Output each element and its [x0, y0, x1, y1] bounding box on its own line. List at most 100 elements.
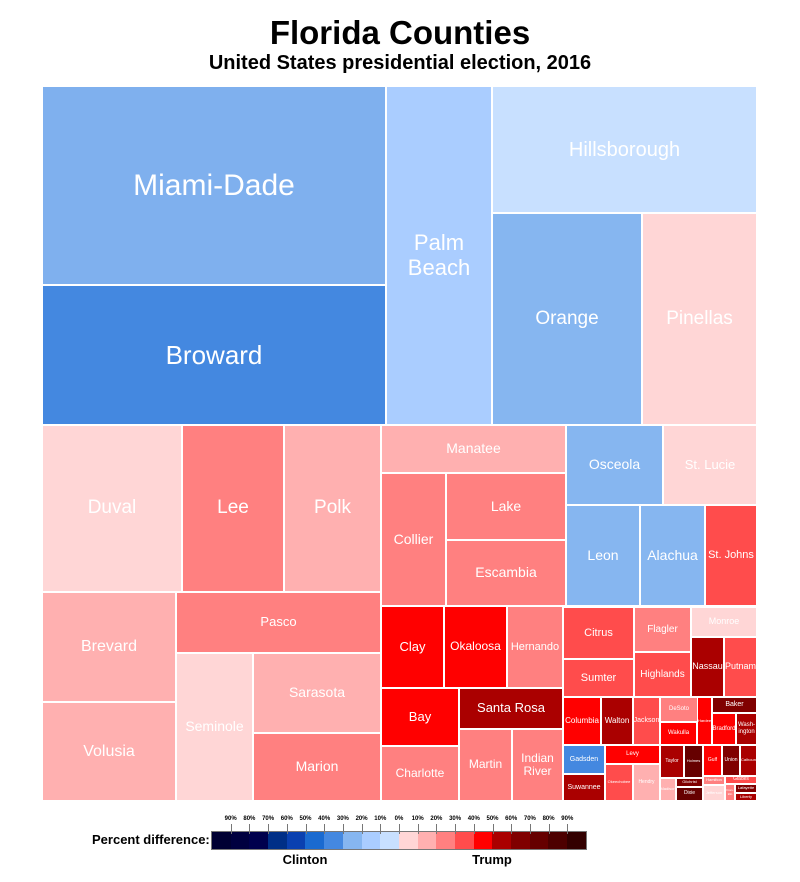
treemap-cell-st-lucie: St. Lucie [663, 425, 757, 505]
legend-swatch [249, 832, 269, 849]
treemap-cell-bay: Bay [381, 688, 459, 746]
treemap-cell-calhoun: Calhoun [740, 745, 757, 776]
treemap-cell-wash-ington: Wash- ington [736, 713, 757, 745]
treemap-cell-volusia: Volusia [42, 702, 176, 801]
legend-tick-label: 30% [449, 816, 462, 822]
legend-swatch [324, 832, 343, 849]
treemap-cell-osceola: Osceola [566, 425, 663, 505]
treemap-cell-miami-dade: Miami-Dade [42, 86, 386, 285]
treemap-cell-st-johns: St. Johns [705, 505, 757, 606]
treemap-cell-dixie: Dixie [676, 787, 703, 801]
treemap-cell-brevard: Brevard [42, 592, 176, 702]
legend-tick-mark [548, 824, 550, 834]
treemap-cell-sumter: Sumter [563, 659, 634, 697]
treemap-cell-gadsden: Gadsden [563, 745, 605, 774]
treemap-cell-indian-river: Indian River [512, 729, 563, 801]
treemap-cell-escambia: Escambia [446, 540, 566, 606]
legend-tick-mark [455, 824, 457, 834]
legend-tick-mark [511, 824, 513, 834]
treemap-cell-okeechobee: Okeechobee [605, 764, 633, 801]
legend-tick-mark [492, 824, 494, 834]
legend-tick-label: 10% [411, 816, 424, 822]
legend-trump-label: Trump [472, 852, 512, 867]
treemap-cell-orange: Orange [492, 213, 642, 425]
legend-swatch [398, 832, 418, 849]
legend-tick-label: 20% [430, 816, 443, 822]
legend-tick-mark [230, 824, 232, 834]
legend-tick-mark [361, 824, 363, 834]
chart-title: Florida Counties [269, 14, 531, 51]
treemap-cell-levy: Levy [605, 745, 660, 764]
treemap-cell-hardee: Hardee [697, 697, 712, 745]
legend-tick-label: 80% [243, 816, 256, 822]
treemap-cell-flagler: Flagler [634, 607, 691, 652]
legend-tick-mark [529, 824, 531, 834]
treemap-cell-hamilton: Hamilton [703, 776, 725, 785]
treemap-cell-polk: Polk [284, 425, 381, 592]
legend-tick-label: 90% [224, 816, 237, 822]
legend-tick-label: 70% [262, 816, 275, 822]
legend-tick-label: 60% [280, 816, 293, 822]
legend-tick-mark [342, 824, 344, 834]
legend-tick-mark [417, 824, 419, 834]
legend-tick-label: 0% [394, 816, 404, 822]
treemap-cell-monroe: Monroe [691, 607, 757, 637]
legend-tick-mark [436, 824, 438, 834]
treemap-cell-bradford: Bradford [712, 713, 736, 745]
legend-tick-label: 50% [299, 816, 312, 822]
treemap-cell-seminole: Seminole [176, 653, 253, 801]
treemap-cell-lake: Lake [446, 473, 566, 540]
treemap-cell-liberty: Liberty [735, 793, 757, 801]
treemap-cell-hendry: Hendry [633, 764, 660, 801]
treemap-cell-holmes: Holmes [684, 745, 703, 778]
legend-swatch [454, 832, 474, 849]
treemap-cell-highlands: Highlands [634, 652, 691, 697]
legend-tick-mark [473, 824, 475, 834]
chart-subtitle: United States presidential election, 201… [208, 52, 592, 74]
treemap-cell-taylor: Taylor [660, 745, 684, 778]
legend-tick-label: 40% [467, 816, 480, 822]
treemap-cell-columbia: Columbia [563, 697, 601, 745]
treemap-cell-union: Union [722, 745, 740, 776]
treemap-cell-palm-beach: Palm Beach [386, 86, 492, 425]
legend-swatch [380, 832, 399, 849]
legend-swatch [417, 832, 437, 849]
legend-tick-label: 40% [318, 816, 331, 822]
legend-tick-label: 80% [542, 816, 555, 822]
treemap-cell-clay: Clay [381, 606, 444, 688]
legend-swatch [548, 832, 568, 849]
treemap-cell-santa-rosa: Santa Rosa [459, 688, 563, 729]
treemap-cell-baker: Baker [712, 697, 757, 713]
legend-tick-label: 10% [374, 816, 387, 822]
treemap-cell-alachua: Alachua [640, 505, 705, 606]
legend-tick-mark [399, 824, 400, 834]
treemap-cell-martin: Martin [459, 729, 512, 801]
legend-tick-label: 90% [561, 816, 574, 822]
treemap-cell-sarasota: Sarasota [253, 653, 381, 733]
legend-tick-label: 30% [336, 816, 349, 822]
legend-tick-label: 50% [486, 816, 499, 822]
legend-swatch [230, 832, 250, 849]
legend-label: Percent difference: [92, 832, 210, 847]
treemap-cell-putnam: Putnam [724, 637, 757, 697]
treemap-cell-wakulla: Wakulla [660, 722, 697, 745]
legend-swatch [492, 832, 511, 849]
legend-swatch [286, 832, 306, 849]
treemap-cell-fran-klin: Fran- klin [725, 784, 735, 801]
treemap-cell-hillsborough: Hillsborough [492, 86, 757, 213]
treemap-cell-desoto: DeSoto [660, 697, 698, 722]
legend-tick-mark [324, 824, 326, 834]
legend-swatch [473, 832, 493, 849]
treemap-cell-hernando: Hernando [507, 606, 563, 688]
legend-tick-label: 70% [523, 816, 536, 822]
treemap-cell-broward: Broward [42, 285, 386, 425]
legend-color-scale [211, 831, 587, 850]
treemap-cell-charlotte: Charlotte [381, 746, 459, 801]
treemap-cell-jefferson: Jefferson [703, 785, 725, 801]
treemap-cell-glades: Glades [725, 776, 757, 784]
treemap-cell-suwannee: Suwannee [563, 774, 605, 801]
treemap-cell-collier: Collier [381, 473, 446, 606]
legend-tick-mark [567, 824, 569, 834]
legend-swatch [511, 832, 530, 849]
